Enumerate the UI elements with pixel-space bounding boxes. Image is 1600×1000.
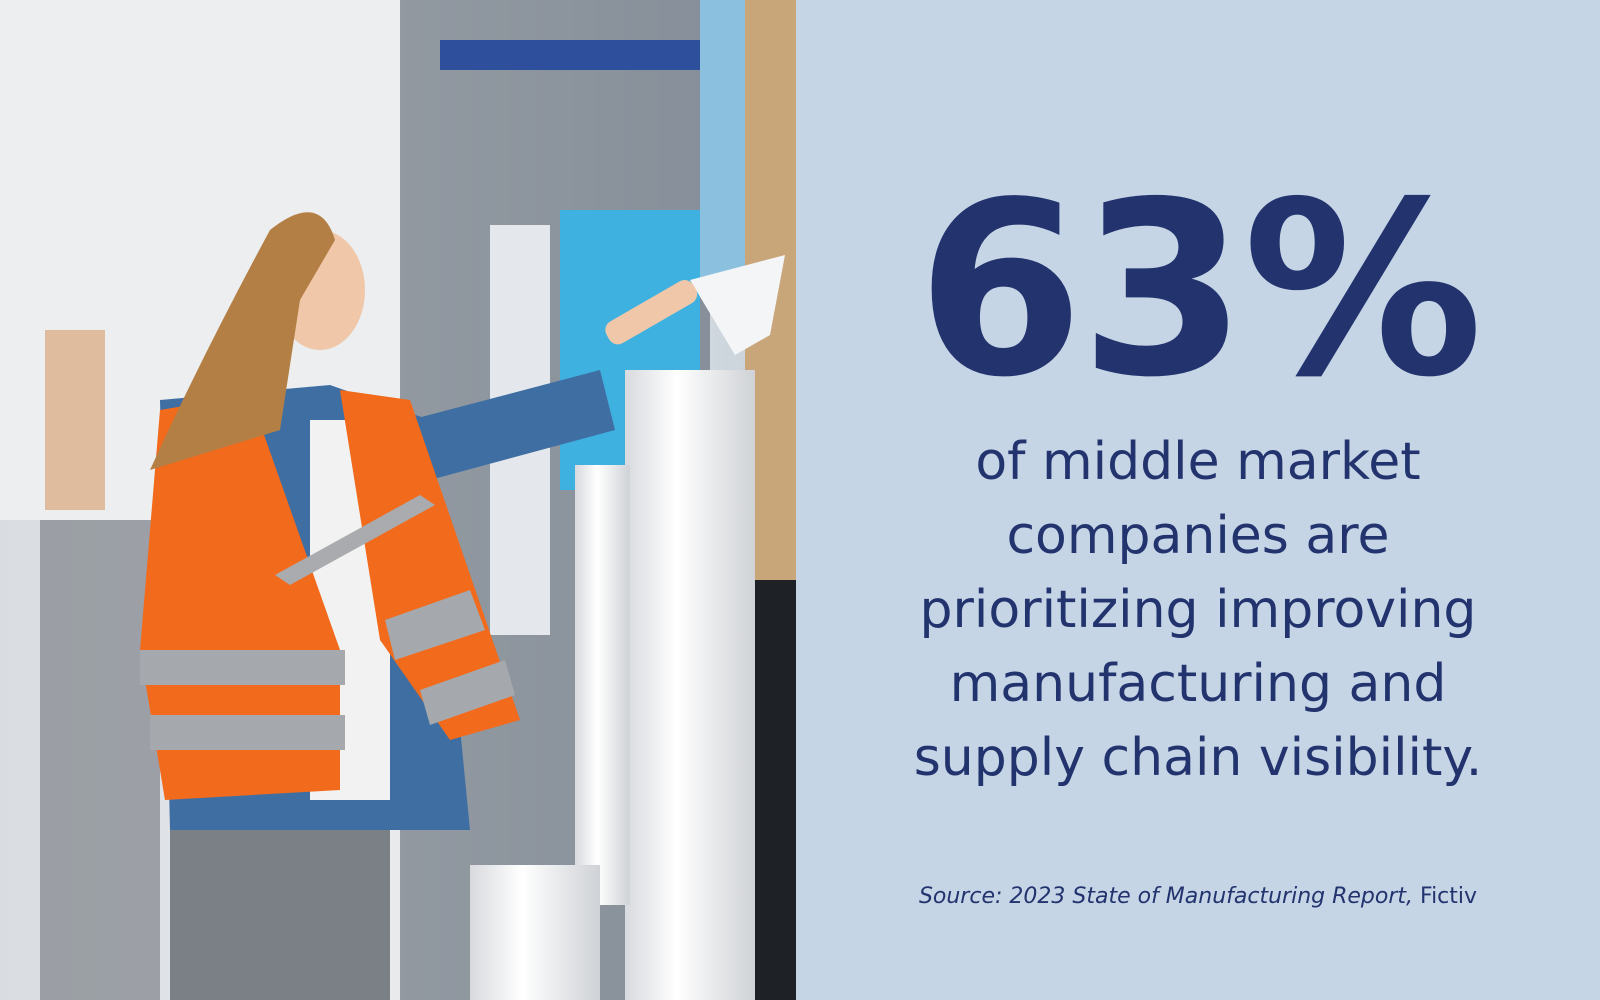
description-line: supply chain visibility. xyxy=(913,728,1483,788)
stat-description: of middle market companies are prioritiz… xyxy=(796,425,1600,795)
description-line: of middle market xyxy=(975,432,1421,492)
description-line: companies are xyxy=(1006,506,1390,566)
stat-panel: 63% of middle market companies are prior… xyxy=(796,0,1600,1000)
source: Source: 2023 State of Manufacturing Repo… xyxy=(796,884,1600,909)
stat-value: 63% xyxy=(916,150,1483,430)
source-publisher: Fictiv xyxy=(1420,884,1478,909)
description-line: manufacturing and xyxy=(949,654,1447,714)
source-citation: Source: 2023 State of Manufacturing Repo… xyxy=(918,884,1414,909)
warehouse-photo xyxy=(0,0,796,1000)
description-line: prioritizing improving xyxy=(919,580,1477,640)
